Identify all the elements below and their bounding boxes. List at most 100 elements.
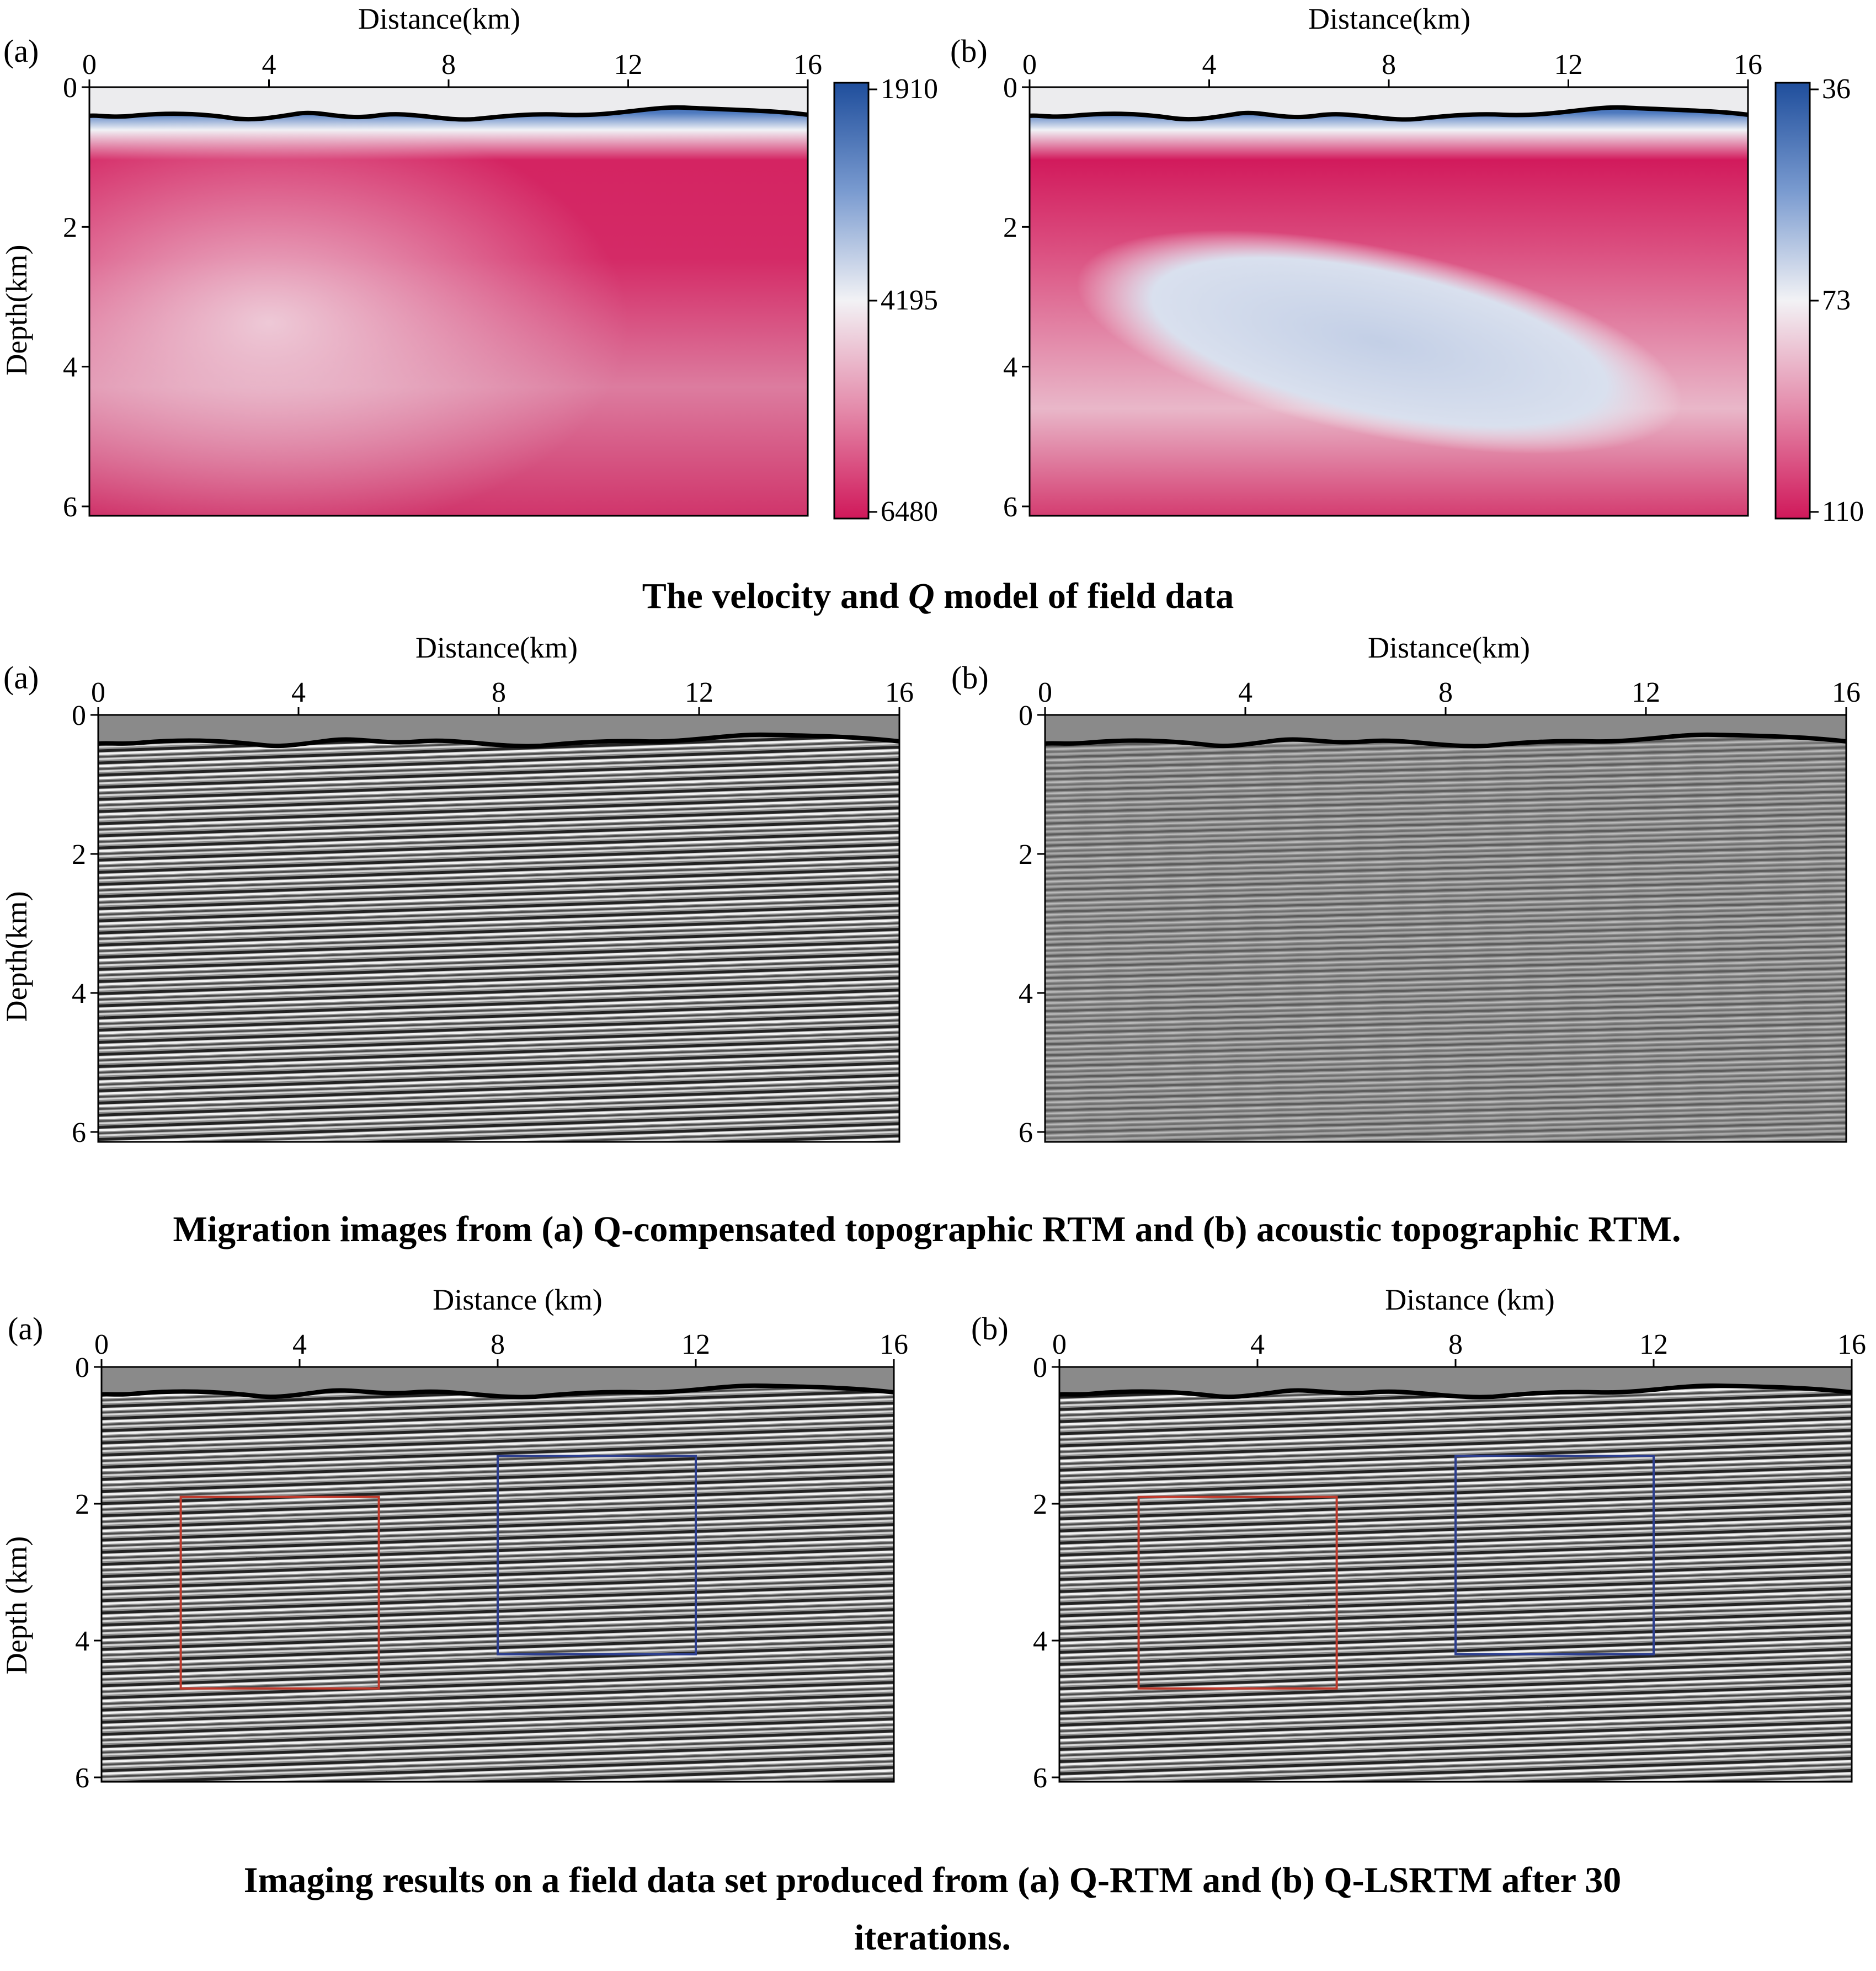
x-tick-label: 12 xyxy=(681,1329,710,1360)
x-tick-label: 16 xyxy=(880,1329,908,1360)
x-ticks: 0 4 8 12 16 xyxy=(94,1329,908,1367)
x-tick-label: 12 xyxy=(1639,1329,1668,1360)
topography-line xyxy=(1029,105,1749,122)
panel-label: (b) xyxy=(971,1311,1009,1347)
colorbar-tick-label: 110 xyxy=(1822,496,1864,527)
q-model-panel-b: (b) Distance(km) 0 4 8 12 16 0 2 4 6 36 73 110 xyxy=(950,2,1864,527)
y-ticks: 0 2 4 6 xyxy=(75,1352,102,1794)
y-tick-label: 0 xyxy=(63,72,77,104)
x-tick-label: 0 xyxy=(1038,677,1052,708)
y-tick-label: 4 xyxy=(1033,1626,1047,1657)
caption-migration: Migration images from (a) Q-compensated … xyxy=(173,1209,1681,1249)
panel-label: (a) xyxy=(8,1311,43,1347)
y-tick-label: 6 xyxy=(1019,1117,1033,1149)
x-axis-title: Distance(km) xyxy=(415,631,578,664)
y-ticks: 0 2 4 6 xyxy=(1019,700,1045,1149)
colorbar-tick-label: 36 xyxy=(1822,73,1851,105)
y-tick-label: 2 xyxy=(1003,212,1017,243)
velocity-colorbar: 1910 4195 6480 xyxy=(833,73,938,527)
region-box-red xyxy=(1137,1495,1338,1690)
migration-image xyxy=(98,715,899,1142)
x-tick-label: 12 xyxy=(685,677,713,708)
caption-velocity-q: The velocity and Q model of field data xyxy=(642,576,1234,616)
q-colorbar: 36 73 110 xyxy=(1774,73,1864,527)
topography-line xyxy=(1044,732,1847,749)
y-axis-title: Depth(km) xyxy=(0,245,33,376)
y-tick-label: 2 xyxy=(75,1489,89,1520)
y-tick-label: 6 xyxy=(63,492,77,523)
low-q-zone xyxy=(1076,230,1682,454)
colorbar-tick-label: 4195 xyxy=(881,285,938,316)
migration-image xyxy=(1045,715,1846,1142)
region-box-red xyxy=(179,1495,380,1690)
x-ticks: 0 4 8 12 16 xyxy=(1052,1329,1866,1367)
y-tick-label: 2 xyxy=(1033,1489,1047,1520)
y-tick-label: 0 xyxy=(72,700,86,731)
caption-imaging-line-2: iterations. xyxy=(854,1917,1011,1958)
y-tick-label: 0 xyxy=(1003,72,1017,104)
colorbar-tick-label: 1910 xyxy=(881,73,938,105)
colorbar-tick-label: 73 xyxy=(1822,285,1851,316)
topography-line xyxy=(101,1383,894,1400)
x-tick-label: 0 xyxy=(82,49,97,81)
x-axis-title: Distance(km) xyxy=(1368,631,1530,664)
y-tick-label: 0 xyxy=(1033,1352,1047,1384)
x-tick-label: 8 xyxy=(492,677,506,708)
panel-label: (b) xyxy=(950,33,988,69)
x-tick-label: 8 xyxy=(491,1329,505,1360)
colorbar-tick-label: 6480 xyxy=(881,496,938,527)
imaging-panel-b: (b) Distance (km) 0 4 8 12 16 0 2 4 6 xyxy=(971,1283,1866,1794)
x-tick-label: 0 xyxy=(1052,1329,1067,1360)
y-ticks: 0 2 4 6 xyxy=(1003,72,1030,523)
x-ticks: 0 4 8 12 16 xyxy=(91,677,914,715)
y-ticks: 0 2 4 6 xyxy=(1033,1352,1059,1794)
x-tick-label: 0 xyxy=(94,1329,109,1360)
x-tick-label: 4 xyxy=(262,49,276,81)
x-axis-title: Distance (km) xyxy=(433,1283,602,1316)
topography-line xyxy=(89,105,808,122)
region-box-blue xyxy=(497,1455,697,1655)
panel-label: (a) xyxy=(3,33,39,69)
x-tick-label: 8 xyxy=(1448,1329,1463,1360)
colorbar-gradient xyxy=(833,82,870,520)
y-axis-title: Depth (km) xyxy=(0,1536,33,1674)
x-tick-label: 16 xyxy=(885,677,914,708)
x-tick-label: 16 xyxy=(1734,49,1762,81)
section-migration-images: (a) Distance(km) Depth(km) 0 4 8 12 16 0246 … xyxy=(0,631,1861,1249)
x-tick-label: 4 xyxy=(291,677,306,708)
x-tick-label: 12 xyxy=(1554,49,1583,81)
y-tick-label: 4 xyxy=(63,352,77,383)
x-tick-label: 8 xyxy=(1438,677,1453,708)
x-tick-label: 16 xyxy=(1837,1329,1866,1360)
y-tick-label: 0 xyxy=(1019,700,1033,731)
y-tick-label: 4 xyxy=(1019,978,1033,1009)
y-tick-label: 4 xyxy=(72,978,86,1009)
x-tick-label: 4 xyxy=(1250,1329,1265,1360)
colorbar-gradient xyxy=(1774,82,1811,520)
caption-imaging-line-1: Imaging results on a field data set prod… xyxy=(244,1860,1622,1900)
x-tick-label: 16 xyxy=(793,49,822,81)
section-velocity-q-model: (a) Distance(km) Depth(km) 0 4 8 12 16 0246 … xyxy=(0,2,1864,616)
x-axis-title: Distance(km) xyxy=(1308,2,1470,35)
y-tick-label: 4 xyxy=(1003,352,1017,383)
topography-line xyxy=(98,732,900,749)
x-tick-label: 16 xyxy=(1832,677,1861,708)
topography-line xyxy=(1059,1383,1852,1400)
y-ticks: 0 2 4 6 xyxy=(72,700,98,1149)
x-tick-label: 8 xyxy=(1382,49,1396,81)
x-tick-label: 4 xyxy=(292,1329,307,1360)
x-tick-label: 12 xyxy=(614,49,643,81)
velocity-light-zone xyxy=(89,87,808,516)
x-tick-label: 0 xyxy=(91,677,105,708)
migration-panel-b: (b) Distance(km) 0 4 8 12 16 0 2 4 6 xyxy=(951,631,1861,1149)
x-tick-label: 8 xyxy=(441,49,456,81)
y-tick-label: 6 xyxy=(1033,1762,1047,1794)
region-box-blue xyxy=(1454,1455,1655,1655)
x-tick-label: 4 xyxy=(1238,677,1253,708)
y-tick-label: 0 xyxy=(75,1352,89,1384)
y-tick-label: 2 xyxy=(1019,839,1033,870)
y-tick-label: 6 xyxy=(75,1762,89,1794)
y-tick-label: 6 xyxy=(72,1117,86,1149)
panel-label: (b) xyxy=(951,660,989,696)
